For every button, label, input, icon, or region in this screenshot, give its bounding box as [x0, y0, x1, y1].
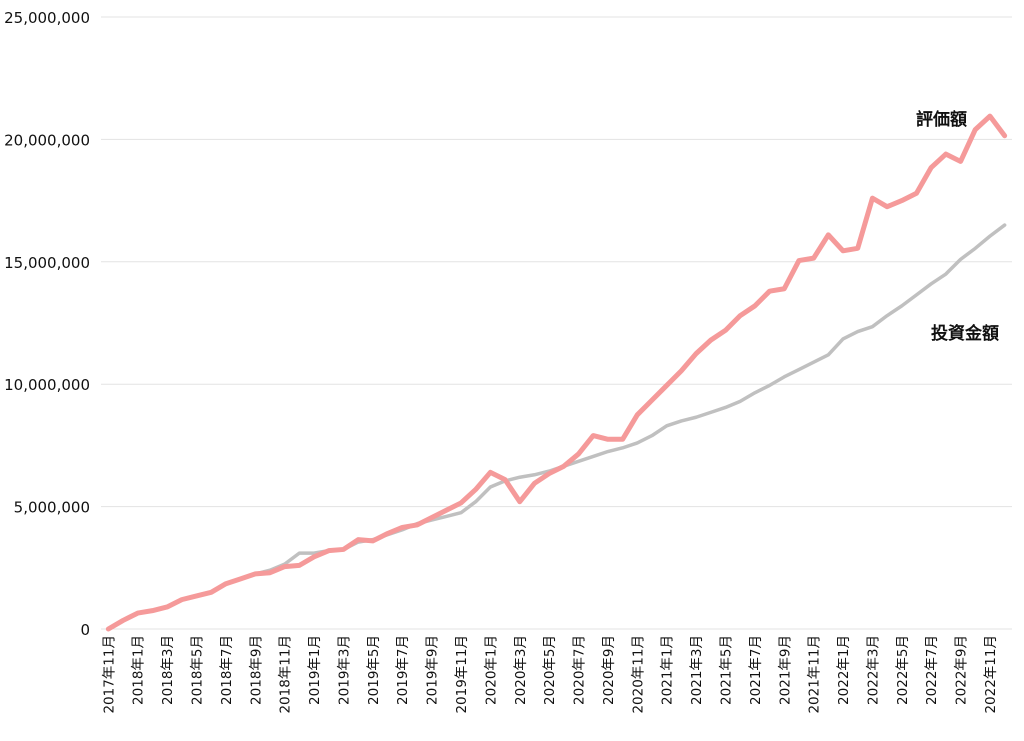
y-tick-label: 25,000,000	[4, 9, 90, 27]
x-tick-label: 2020年9月	[601, 635, 617, 705]
x-tick-label: 2021年5月	[718, 635, 734, 705]
x-tick-label: 2021年9月	[777, 635, 793, 705]
x-tick-label: 2018年5月	[190, 635, 206, 705]
x-tick-label: 2020年3月	[513, 635, 529, 705]
series-lines	[105, 113, 1008, 632]
x-tick-label: 2022年9月	[954, 635, 970, 705]
y-tick-label: 0	[80, 621, 90, 639]
x-tick-label: 2021年11月	[807, 635, 823, 714]
x-tick-label: 2022年5月	[895, 635, 911, 705]
x-tick-label: 2018年11月	[278, 635, 294, 714]
x-tick-label: 2021年3月	[689, 635, 705, 705]
y-tick-label: 15,000,000	[4, 254, 90, 272]
x-tick-label: 2020年7月	[572, 635, 588, 705]
series-line-investment	[106, 223, 1007, 631]
x-tick-label: 2018年7月	[219, 635, 235, 705]
x-tick-label: 2018年1月	[131, 635, 147, 705]
x-tick-label: 2018年3月	[160, 635, 176, 705]
x-tick-label: 2020年11月	[630, 635, 646, 714]
x-tick-label: 2019年11月	[454, 635, 470, 714]
x-tick-label: 2022年3月	[865, 635, 881, 705]
x-tick-label: 2017年11月	[101, 635, 117, 714]
y-tick-label: 5,000,000	[14, 499, 90, 517]
x-tick-label: 2022年7月	[924, 635, 940, 705]
y-tick-label: 10,000,000	[4, 376, 90, 394]
x-tick-label: 2019年5月	[366, 635, 382, 705]
x-tick-label: 2020年5月	[542, 635, 558, 705]
series-label-investment: 投資金額	[931, 323, 999, 344]
x-tick-label: 2019年3月	[336, 635, 352, 705]
y-tick-label: 20,000,000	[4, 131, 90, 149]
x-axis-ticks: 2017年11月 2018年1月 2018年3月 2018年5月 2018年7月 2018…	[101, 635, 999, 714]
series-line-valuation	[105, 113, 1008, 632]
x-tick-label: 2018年9月	[248, 635, 264, 705]
x-tick-label: 2019年7月	[395, 635, 411, 705]
series-label-valuation: 評価額	[916, 109, 967, 130]
x-tick-label: 2019年9月	[425, 635, 441, 705]
x-tick-label: 2022年11月	[983, 635, 999, 714]
x-tick-label: 2019年1月	[307, 635, 323, 705]
x-tick-label: 2022年1月	[836, 635, 852, 705]
x-tick-label: 2021年7月	[748, 635, 764, 705]
y-axis-ticks: 0 5,000,000 10,000,000 15,000,000 20,000,000…	[4, 9, 90, 639]
grid-lines	[101, 16, 1012, 630]
x-tick-label: 2020年1月	[483, 635, 499, 705]
x-tick-label: 2021年1月	[660, 635, 676, 705]
